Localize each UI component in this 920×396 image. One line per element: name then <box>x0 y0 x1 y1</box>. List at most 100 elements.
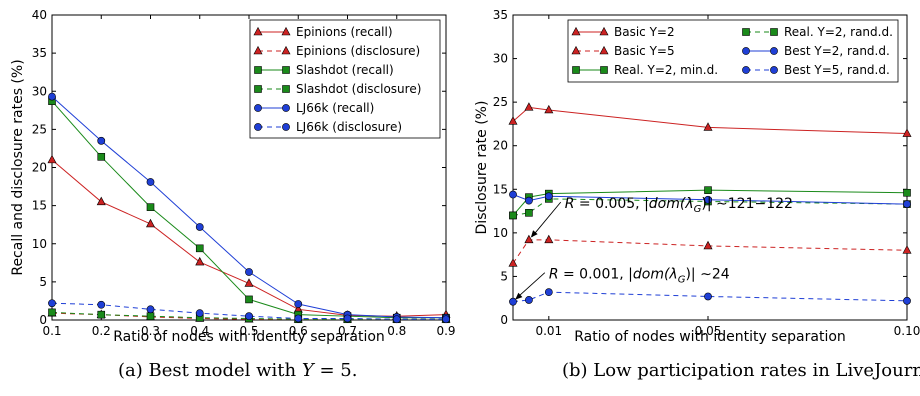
legend-marker-a-4 <box>254 104 262 112</box>
data-point-b-0 <box>703 122 713 131</box>
x-tick-label-a: 0.3 <box>141 324 160 338</box>
caption-a: (a) Best model with Y = 5. <box>118 360 358 381</box>
legend-label-a-0: Epinions (recall) <box>296 25 393 39</box>
legend-label-a-3: Slashdot (disclosure) <box>296 82 421 96</box>
legend-label-b-0: Basic Y=2 <box>614 25 675 39</box>
y-tick-label-b: 5 <box>500 269 508 283</box>
y-tick-label-b: 20 <box>493 139 508 153</box>
series-line-a-0 <box>51 159 447 317</box>
legend-label-b-1: Basic Y=5 <box>614 44 675 58</box>
annotation-text-1: R = 0.001, |dom(λG)| ∼24 <box>549 267 730 286</box>
annotation-arrowhead-0 <box>530 230 538 238</box>
x-tick-label-a: 0.1 <box>42 324 61 338</box>
data-point-a-4 <box>48 92 56 101</box>
data-point-b-2 <box>704 186 712 194</box>
data-point-b-3 <box>525 209 533 217</box>
legend-marker-b-2 <box>572 66 580 74</box>
data-point-b-4 <box>903 200 911 208</box>
annotation-arrow-1 <box>515 272 546 300</box>
data-point-b-4 <box>509 190 517 199</box>
y-tick-label-a: 20 <box>32 161 47 175</box>
x-tick-label-a: 0.4 <box>190 324 209 338</box>
legend-marker-a-5 <box>282 123 290 131</box>
data-point-a-4 <box>97 136 106 145</box>
data-point-b-5 <box>903 296 911 305</box>
data-point-a-5 <box>97 300 106 309</box>
data-point-b-4 <box>544 192 553 201</box>
data-point-b-4 <box>525 196 533 205</box>
data-point-a-5 <box>392 315 401 324</box>
legend-box-b <box>567 19 899 83</box>
data-point-b-1 <box>508 258 518 267</box>
y-tick-label-b: 0 <box>500 313 508 327</box>
data-point-a-3 <box>48 308 56 317</box>
chart-a: 0.1 0.2 0.3 0.4 0.5 0.6 0.7 0.8 0.9 0 5 10 15 20 25 30 3… <box>10 8 456 345</box>
legend-label-b-3: Real. Y=2, rand.d. <box>784 25 893 39</box>
legend-label-b-4: Best Y=2, rand.d. <box>784 44 890 58</box>
data-point-b-1 <box>544 234 554 244</box>
data-point-a-5 <box>442 315 450 324</box>
legend-label-a-4: LJ66k (recall) <box>296 101 374 115</box>
data-point-a-0 <box>244 278 254 287</box>
legend-marker-a-2 <box>254 66 262 74</box>
data-point-a-0 <box>96 196 106 206</box>
x-axis-label-b: Ratio of nodes with identity separation <box>574 329 846 345</box>
y-tick-label-a: 25 <box>32 122 47 136</box>
data-point-a-4 <box>146 178 155 186</box>
data-point-a-0 <box>47 154 57 164</box>
plot-frame-b <box>512 14 908 321</box>
data-point-b-5 <box>704 292 712 301</box>
series-line-b-1 <box>512 239 908 264</box>
data-point-b-1 <box>703 240 713 250</box>
data-point-b-0 <box>524 102 534 111</box>
legend-marker-b-4 <box>770 47 778 55</box>
caption-b: (b) Low participation rates in LiveJourn… <box>562 360 920 381</box>
legend-marker-a-0 <box>253 26 263 36</box>
legend-marker-a-5 <box>254 123 262 131</box>
data-point-a-2 <box>195 244 204 253</box>
data-point-a-5 <box>343 314 352 323</box>
data-point-a-5 <box>294 314 303 323</box>
y-tick-label-a: 40 <box>32 8 47 22</box>
data-point-a-4 <box>245 268 253 276</box>
y-axis-label-a: Recall and disclosure rates (%) <box>10 59 26 275</box>
data-point-b-5 <box>509 297 517 306</box>
x-axis-label-a: Ratio of nodes with identity separation <box>113 329 385 345</box>
data-point-a-0 <box>146 218 155 228</box>
data-point-b-0 <box>544 104 554 114</box>
legend-marker-b-2 <box>600 66 608 74</box>
legend-label-b-5: Best Y=5, rand.d. <box>784 63 890 77</box>
legend-label-a-5: LJ66k (disclosure) <box>296 120 402 134</box>
data-point-a-5 <box>48 299 56 308</box>
x-tick-label-a: 0.8 <box>387 324 406 338</box>
y-tick-label-b: 35 <box>493 8 508 22</box>
x-tick-label-b: 0.05 <box>695 324 722 338</box>
data-point-a-3 <box>97 310 106 319</box>
y-tick-label-b: 15 <box>493 182 508 196</box>
data-point-b-5 <box>544 288 553 297</box>
data-point-a-2 <box>245 295 253 304</box>
x-tick-label-b: 0.01 <box>535 324 562 338</box>
annotation-arrow-0 <box>531 201 562 238</box>
data-point-b-0 <box>902 128 912 137</box>
legend-marker-b-1 <box>571 45 581 55</box>
y-tick-label-b: 30 <box>493 52 508 66</box>
x-tick-label-a: 0.6 <box>289 324 308 338</box>
data-point-a-4 <box>294 300 303 308</box>
y-tick-label-a: 0 <box>39 313 47 327</box>
y-tick-label-a: 30 <box>32 84 47 98</box>
data-point-b-0 <box>508 116 518 125</box>
data-point-a-2 <box>97 153 106 161</box>
legend-marker-b-5 <box>770 66 778 74</box>
legend-marker-a-2 <box>282 66 290 74</box>
x-tick-label-b: 0.10 <box>894 324 920 338</box>
x-tick-label-a: 0.5 <box>239 324 258 338</box>
x-tick-label-a: 0.7 <box>338 324 357 338</box>
legend-marker-a-1 <box>281 45 291 55</box>
data-point-a-2 <box>146 203 155 211</box>
x-tick-label-a: 0.2 <box>92 324 111 338</box>
legend-marker-b-1 <box>599 45 609 55</box>
legend-label-a-1: Epinions (disclosure) <box>296 44 420 58</box>
data-point-a-5 <box>245 312 253 321</box>
legend-box-a <box>249 19 441 139</box>
